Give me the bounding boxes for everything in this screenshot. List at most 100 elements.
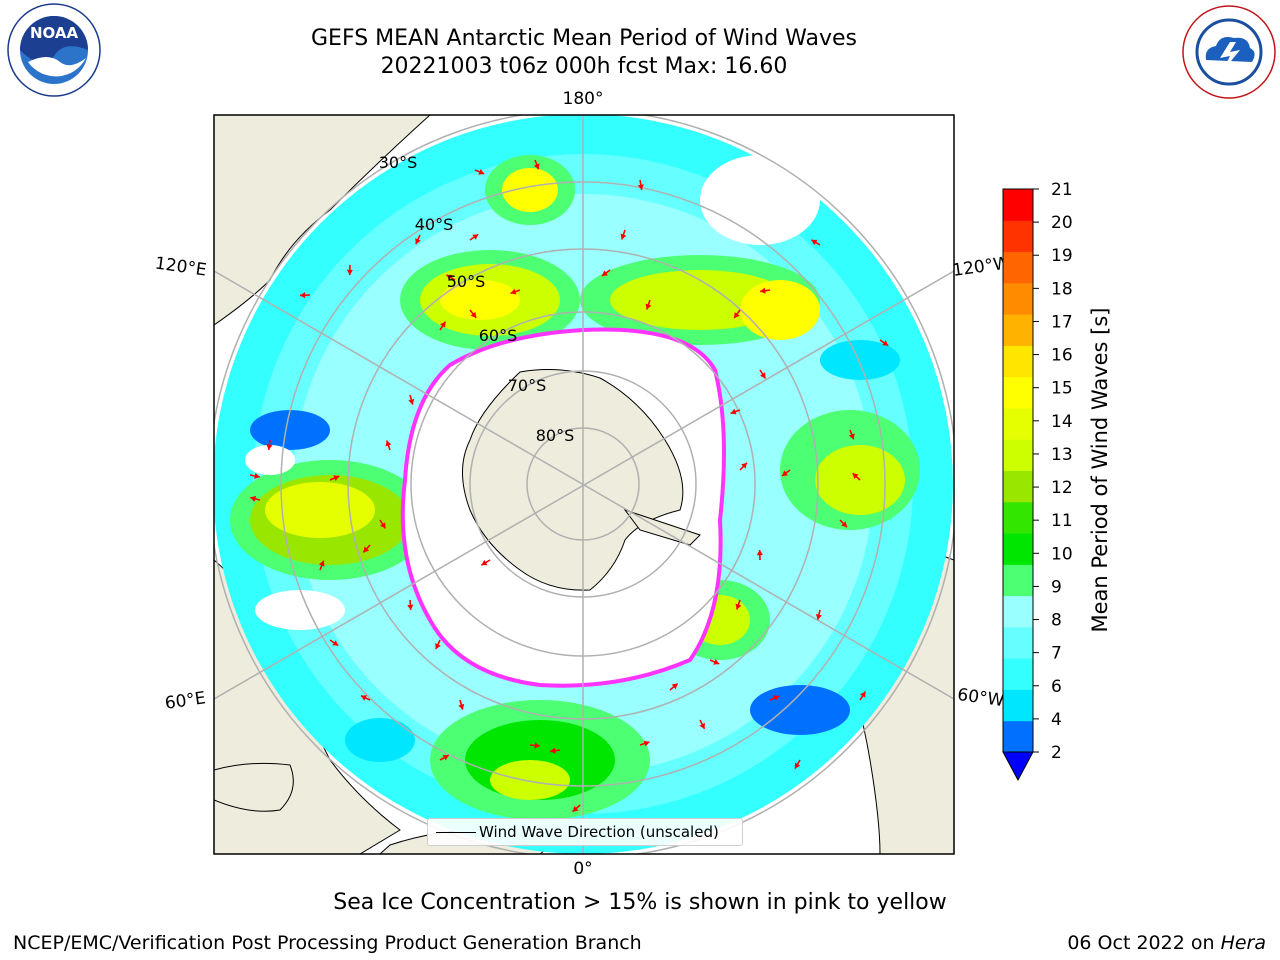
- colorbar-swatch: [1003, 564, 1033, 597]
- colorbar-tick-label: 9: [1051, 577, 1062, 597]
- wave-arrowhead: [481, 559, 488, 566]
- colorbar-tick-label: 8: [1051, 611, 1062, 631]
- wave-arrowhead: [534, 742, 540, 749]
- wave-arrowhead: [250, 495, 257, 502]
- wave-arrowhead: [254, 472, 260, 479]
- wave-arrowhead: [572, 806, 579, 812]
- colorbar-tick-label: 21: [1051, 180, 1073, 200]
- wave-arrowhead: [472, 234, 479, 240]
- wave-arrowhead: [435, 643, 441, 650]
- wave-arrowhead: [478, 169, 485, 175]
- wave-arrowhead: [346, 269, 353, 275]
- lat-label-80s: 80°S: [536, 426, 575, 445]
- colorbar-swatch: [1003, 439, 1033, 471]
- wave-arrowhead: [730, 408, 737, 415]
- wave-arrowhead: [266, 444, 273, 450]
- colorbar-tick-label: 20: [1051, 213, 1073, 233]
- colorbar-tick-label: 14: [1051, 412, 1073, 432]
- lon-label-120e: 120°E: [154, 254, 208, 281]
- wave-arrowhead: [760, 287, 766, 294]
- date-text: 06 Oct 2022 on Hera: [1067, 932, 1266, 954]
- wave-arrowhead: [407, 604, 414, 610]
- lat-label-60s: 60°S: [479, 326, 518, 345]
- wave-arrowhead: [860, 691, 866, 698]
- colorbar-swatch: [1003, 314, 1033, 346]
- wave-arrowhead: [363, 546, 370, 553]
- wave-direction-arrows: [249, 159, 889, 813]
- wave-arrowhead: [446, 274, 453, 281]
- lat-label-70s: 70°S: [508, 376, 547, 395]
- map-frame: [213, 114, 955, 855]
- wave-arrowhead: [882, 340, 889, 346]
- colorbar-swatch: [1003, 220, 1033, 253]
- colorbar-swatch: [1003, 658, 1033, 690]
- legend-line-sample: [436, 832, 476, 833]
- colorbar-swatch: [1003, 282, 1033, 315]
- colorbar-tick-label: 17: [1051, 312, 1073, 332]
- wave-arrowhead: [671, 683, 678, 690]
- wave-arrowhead: [408, 398, 415, 405]
- colorbar-swatch: [1003, 345, 1033, 378]
- svg-text:NOAA: NOAA: [30, 24, 79, 42]
- antarctica: [462, 369, 684, 591]
- lon-label-180: 180°: [563, 89, 604, 109]
- wave-arrowhead: [852, 473, 859, 479]
- date-prefix: 06 Oct 2022 on: [1067, 932, 1215, 954]
- colorbar-tick-label: 2: [1051, 743, 1062, 763]
- wave-arrowhead: [734, 312, 740, 319]
- wave-arrowhead: [601, 270, 608, 276]
- wave-arrowhead: [713, 659, 720, 665]
- noaa-logo: NOAA: [7, 3, 101, 97]
- wave-arrowhead: [756, 550, 763, 556]
- wave-arrowhead: [841, 521, 847, 528]
- graticule: [214, 115, 954, 854]
- colorbar-tick-label: 19: [1051, 246, 1073, 266]
- wave-arrowhead: [781, 470, 788, 476]
- lat-label-40s: 40°S: [415, 215, 454, 234]
- colorbar-tick-label: 7: [1051, 644, 1062, 664]
- wave-arrowhead: [442, 754, 449, 761]
- chart-title: GEFS MEAN Antarctic Mean Period of Wind …: [311, 26, 857, 51]
- wave-arrowhead: [415, 238, 421, 245]
- sea-ice-note: Sea Ice Concentration > 15% is shown in …: [333, 890, 947, 915]
- colorbar-tick-label: 4: [1051, 710, 1062, 730]
- wave-arrowhead: [643, 740, 650, 747]
- wave-arrowhead: [510, 288, 517, 295]
- colorbar: 2 4 6 7 8 9 10 11 12 13 14 15 16 17 18 19 20 21: [1002, 180, 1073, 782]
- wave-arrowhead: [637, 184, 644, 190]
- colorbar-tick-label: 10: [1051, 544, 1073, 564]
- colorbar-tick-label: 11: [1051, 511, 1073, 531]
- wave-arrowhead: [550, 747, 556, 754]
- wave-arrowhead: [470, 311, 477, 318]
- colorbar-swatch: [1003, 626, 1033, 659]
- lon-label-60e: 60°E: [164, 688, 207, 713]
- chart-subtitle-run: 20221003 t06z 000h fcst Max: 16.60: [380, 54, 788, 79]
- wave-arrowhead: [815, 614, 822, 620]
- nws-logo: [1182, 5, 1276, 99]
- legend-label: Wind Wave Direction (unscaled): [479, 823, 719, 841]
- colorbar-frame: [1002, 188, 1034, 753]
- wave-arrowhead: [318, 560, 325, 567]
- colorbar-swatch: [1003, 407, 1033, 440]
- wave-arrowhead: [440, 321, 446, 328]
- colorbar-tick-label: 15: [1051, 379, 1073, 399]
- colorbar-swatch: [1003, 720, 1033, 753]
- colorbar-swatch: [1003, 501, 1033, 534]
- wave-arrowhead: [699, 722, 705, 729]
- wave-arrowhead: [848, 433, 855, 440]
- colorbar-swatch: [1003, 689, 1033, 722]
- wave-arrowhead: [385, 440, 392, 447]
- lon-label-0: 0°: [573, 859, 592, 879]
- wave-arrowhead: [360, 695, 367, 701]
- colorbar-swatch: [1003, 470, 1033, 503]
- wave-arrowhead: [645, 303, 652, 310]
- wave-arrowhead: [300, 292, 306, 299]
- map-legend: Wind Wave Direction (unscaled): [427, 818, 743, 846]
- wave-arrowhead: [332, 640, 339, 646]
- colorbar-swatch: [1003, 251, 1033, 284]
- colorbar-swatch: [1003, 595, 1033, 628]
- wave-arrowhead: [458, 703, 465, 710]
- lon-label-120w: 120°W: [951, 253, 1011, 281]
- colorbar-swatch: [1003, 189, 1033, 221]
